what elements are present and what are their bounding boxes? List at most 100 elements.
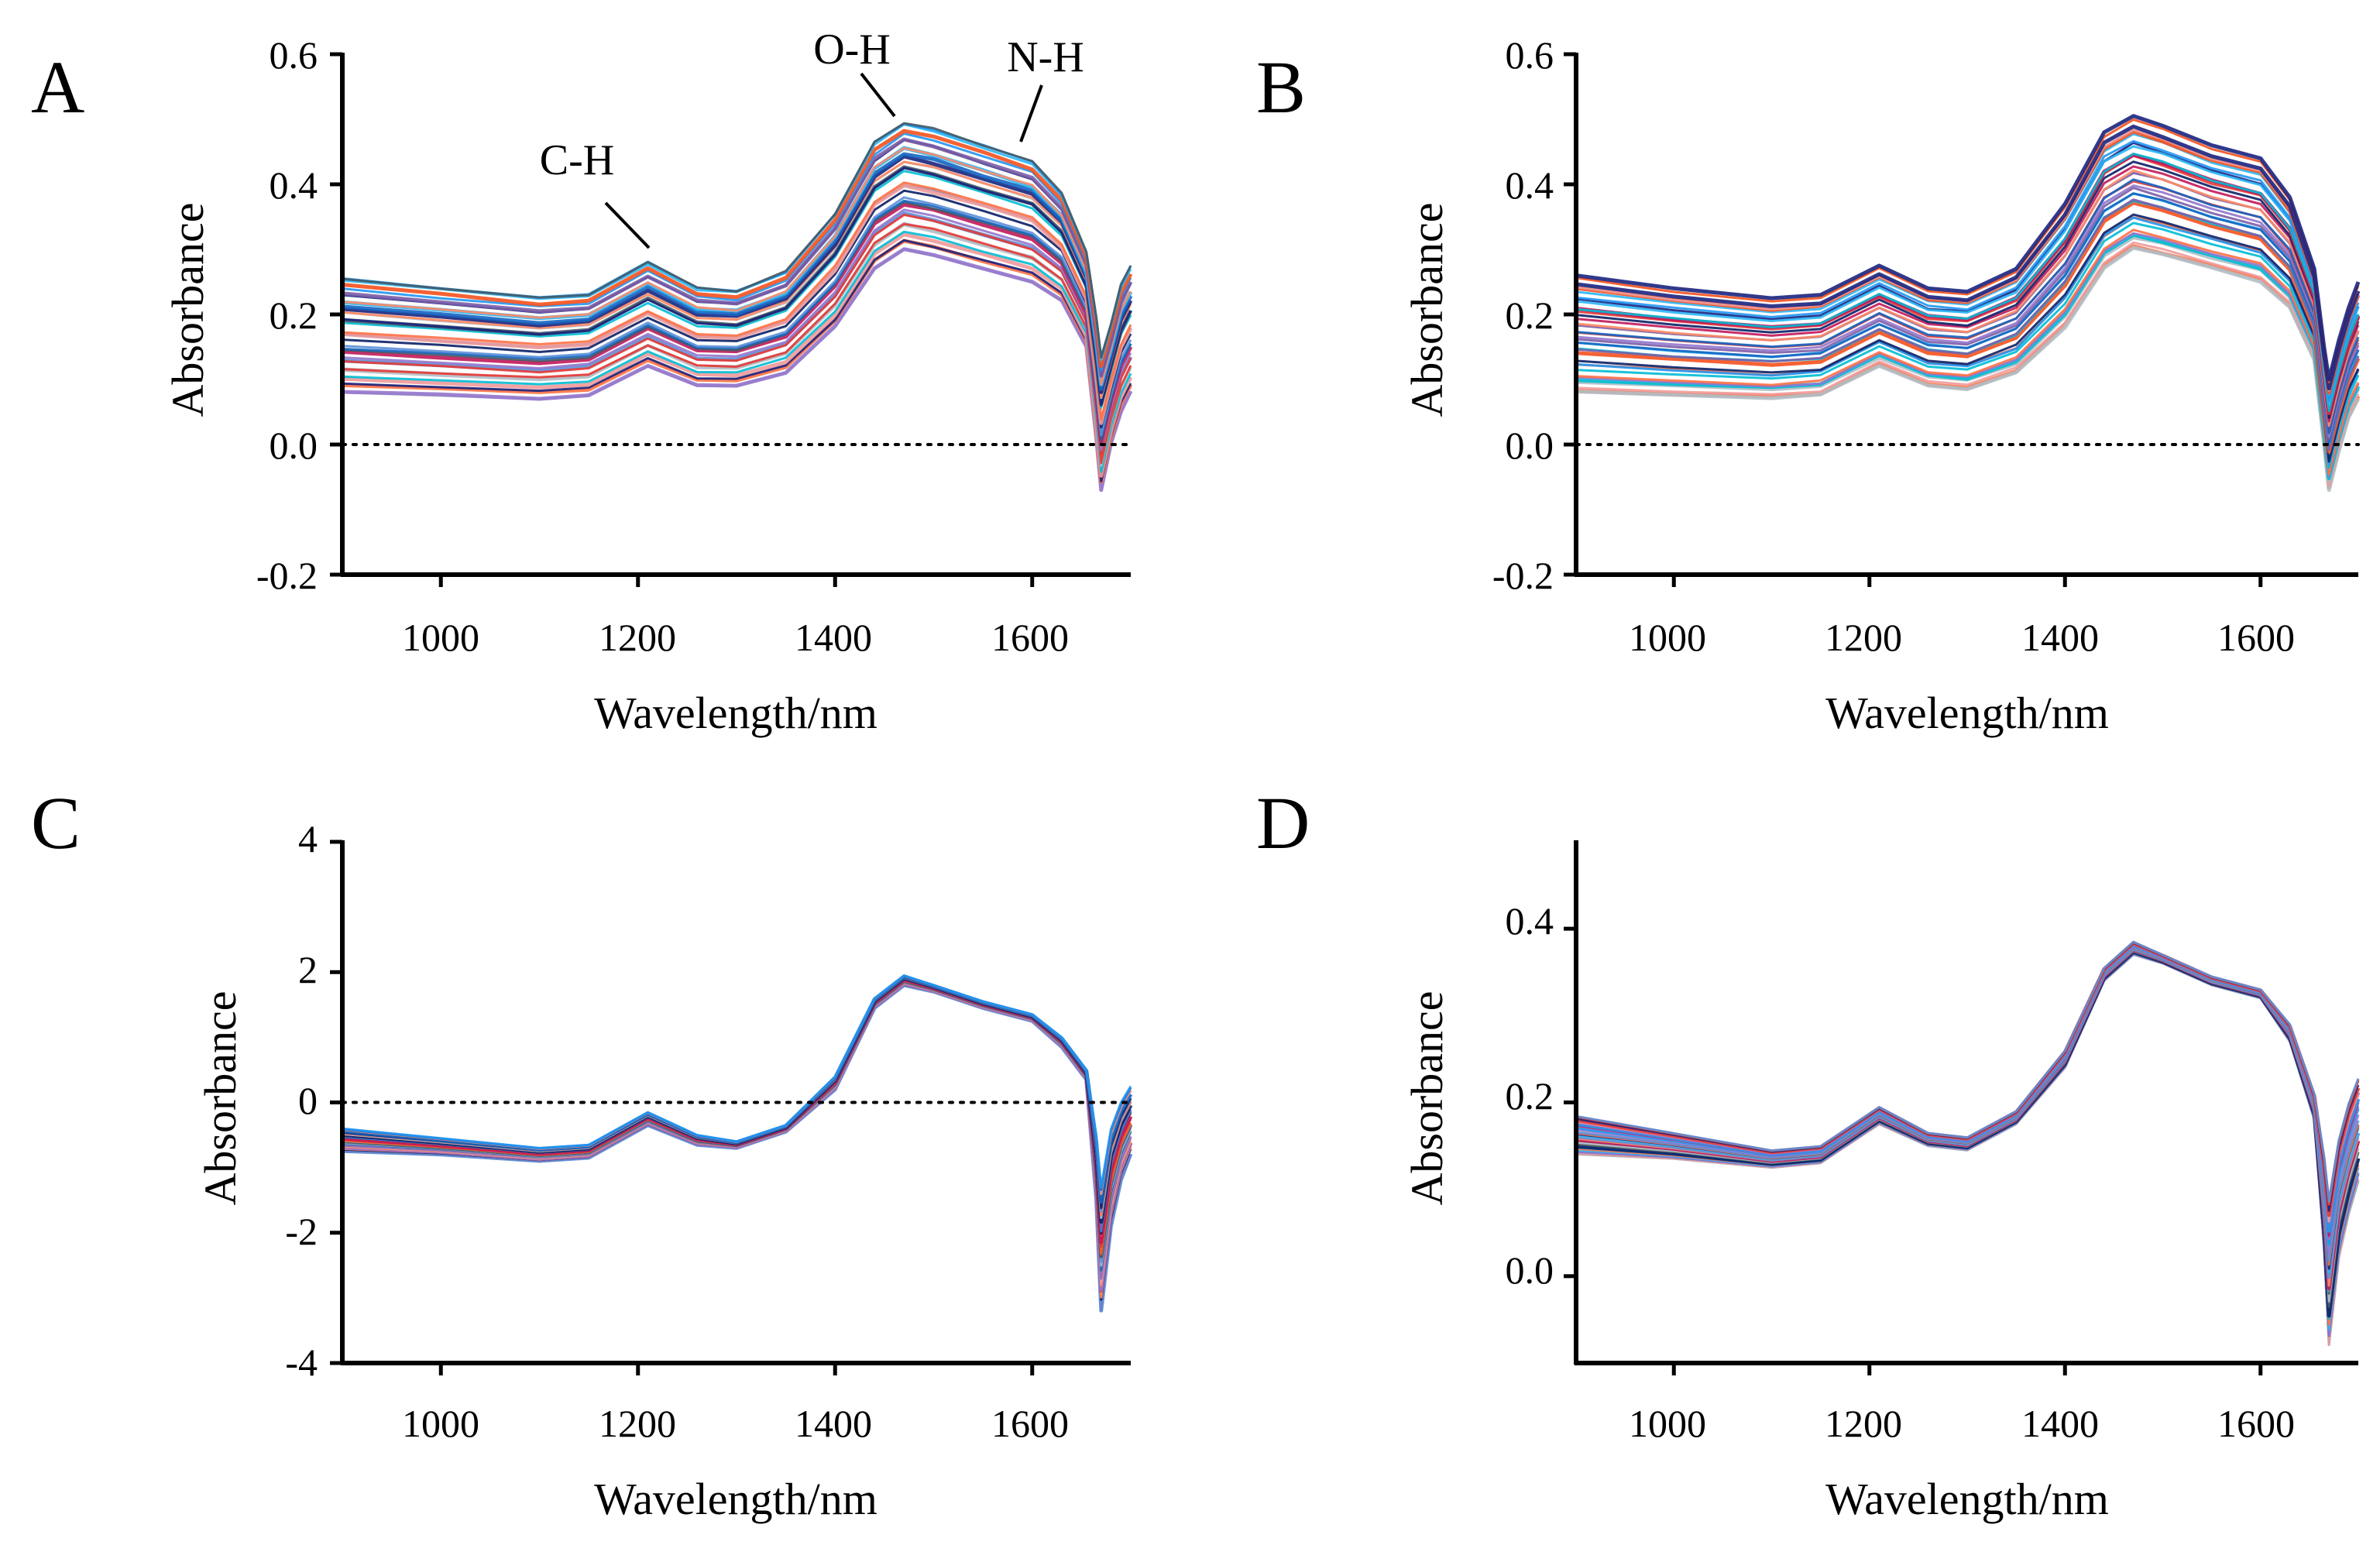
xtick-label: 1200 [1825,616,1902,659]
ytick-label: 0.6 [270,33,318,77]
panel-a: A -0.2 0.0 0.2 0.4 0.6 1000 1200 1400 16… [31,26,1133,738]
axes-a [330,52,1131,587]
y-axis-title-b: Absorbance [1402,202,1452,417]
panel-letter-a: A [31,46,84,129]
series-line [1575,946,2360,1272]
series-line [1575,948,2360,1287]
x-axis-title-a: Wavelength/nm [594,688,877,738]
series-line [1575,951,2360,1320]
xtick-label: 1600 [991,1402,1069,1445]
series-line [1575,946,2360,1262]
axes-b [1564,52,2358,587]
series-line [1575,946,2360,1266]
series-line [342,979,1132,1255]
series-line [342,981,1132,1280]
series-line [342,979,1132,1248]
y-axis-title-c: Absorbance [195,991,246,1205]
series-line [1575,941,2360,1212]
series-line [342,980,1132,1272]
y-axis-title-a: Absorbance [163,202,213,417]
series-line [342,211,1133,454]
series-line [1575,949,2361,1318]
series-line [342,980,1132,1263]
x-axis-title-b: Wavelength/nm [1825,688,2109,738]
series-line [342,981,1132,1284]
series-line [1575,940,2360,1203]
xtick-label: 1000 [402,1402,479,1445]
xtick-label: 1200 [599,616,676,659]
series-line [1575,946,2360,1274]
xtick-labels-b: 1000 1200 1400 1600 [1629,616,2295,659]
ytick-label: -0.2 [256,554,318,597]
xtick-labels-c: 1000 1200 1400 1600 [402,1402,1069,1445]
ytick-label: 2 [298,948,318,991]
xtick-label: 1600 [991,616,1069,659]
series-line [1575,948,2360,1293]
xtick-label: 1000 [1629,616,1706,659]
xtick-labels-d: 1000 1200 1400 1600 [1629,1402,2295,1445]
ytick-label: 0.2 [270,294,318,337]
series-line [1575,946,2360,1270]
ytick-label: -2 [285,1210,318,1253]
ytick-label: 0.2 [1506,294,1554,337]
xtick-label: 1000 [1629,1402,1706,1445]
axes-d [1564,840,2358,1375]
series-group-b [1575,114,2361,493]
series-line [1575,947,2361,1290]
ytick-labels-d: 0.0 0.2 0.4 [1506,899,1554,1292]
annotation-n-h-leader [1019,84,1043,142]
ytick-label: 0.2 [1506,1074,1554,1118]
ytick-label: 0.4 [270,163,318,207]
ytick-labels-a: -0.2 0.0 0.2 0.4 0.6 [256,33,318,597]
series-group-c [342,974,1133,1313]
xtick-label: 1600 [2217,1402,2295,1445]
panel-c: C -4 -2 0 2 4 1000 1200 1400 1600 Wavele… [31,781,1133,1524]
series-line [342,980,1132,1272]
xtick-label: 1400 [2021,616,2099,659]
annotations-a: C-H O-H N-H [540,26,1084,249]
series-line [1575,949,2360,1308]
series-line [1575,950,2360,1317]
annotation-o-h: O-H [813,26,891,74]
y-axis-title-d: Absorbance [1402,991,1452,1205]
ytick-labels-b: -0.2 0.0 0.2 0.4 0.6 [1492,33,1554,597]
series-line [342,982,1132,1287]
series-line [342,981,1132,1280]
series-line [342,974,1132,1189]
annotation-o-h-leader [860,72,896,118]
series-line [342,978,1132,1245]
panel-letter-b: B [1256,46,1306,129]
xtick-label: 1400 [2021,1402,2099,1445]
xtick-label: 1600 [2217,616,2295,659]
series-line [342,979,1133,1258]
series-line [1575,949,2360,1295]
ytick-label: 0.6 [1506,33,1554,77]
series-line [342,977,1133,1245]
axes-c [330,840,1131,1375]
panel-b: B -0.2 0.0 0.2 0.4 0.6 1000 1200 1400 16… [1256,33,2361,738]
series-group-d [1575,940,2361,1346]
series-line [1575,949,2360,1304]
series-line [342,979,1132,1255]
annotation-n-h: N-H [1007,33,1084,81]
series-line [1575,941,2360,1206]
ytick-labels-c: -4 -2 0 2 4 [285,817,318,1384]
xtick-label: 1400 [795,1402,872,1445]
annotation-c-h-leader [604,201,651,249]
series-group-a [342,122,1133,493]
series-line [342,981,1133,1293]
panel-letter-d: D [1256,781,1310,864]
x-axis-title-d: Wavelength/nm [1825,1474,2109,1524]
ytick-label: 0.4 [1506,163,1554,207]
series-line [342,981,1133,1292]
xtick-label: 1000 [402,616,479,659]
series-line [342,974,1132,1191]
ytick-label: 4 [298,817,318,860]
series-line [1575,216,2360,464]
xtick-label: 1200 [599,1402,676,1445]
series-line [1575,940,2360,1203]
x-axis-title-c: Wavelength/nm [594,1474,877,1524]
series-line [342,122,1132,359]
annotation-c-h: C-H [540,136,614,184]
